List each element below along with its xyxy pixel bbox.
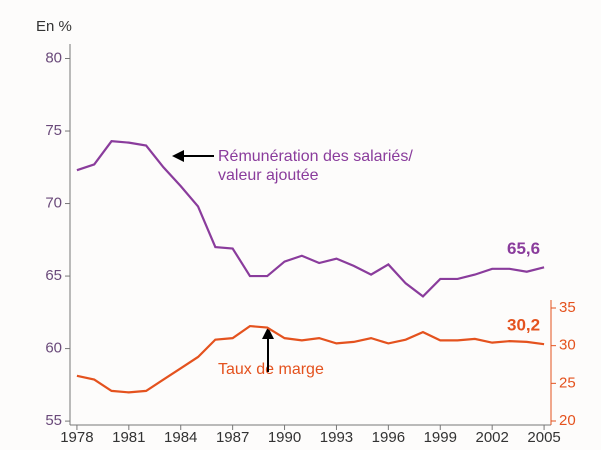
x-tick-label: 1996 [372,429,405,446]
y-tick-label: 75 [45,122,62,139]
x-tick-label: 1984 [164,429,197,446]
annotation: valeur ajoutée [218,167,319,184]
x-tick-label: 1981 [112,429,145,446]
y2-tick-label: 35 [559,299,576,316]
annotation: Rémunération des salariés/ [218,148,413,165]
unit-label: En % [36,18,72,35]
value-label: 65,6 [507,239,540,258]
y2-tick-label: 20 [559,412,576,429]
y-tick-label: 60 [45,340,62,357]
series-line [76,140,545,298]
arrow-head [172,150,184,162]
y-tick-label: 70 [45,195,62,212]
y2-tick-label: 25 [559,374,576,391]
y2-tick-label: 30 [559,337,576,354]
x-tick-label: 1987 [216,429,249,446]
annotation: Taux de marge [218,361,324,378]
x-tick-label: 1978 [60,429,93,446]
x-tick-label: 2002 [475,429,508,446]
x-tick-label: 1993 [320,429,353,446]
x-tick-label: 1999 [424,429,457,446]
y-tick-label: 80 [45,49,62,66]
arrow-head [262,327,274,339]
value-label: 30,2 [507,316,540,335]
x-tick-label: 1990 [268,429,301,446]
y-tick-label: 55 [45,412,62,429]
series-line [76,324,545,394]
y-tick-label: 65 [45,267,62,284]
x-tick-label: 2005 [527,429,560,446]
